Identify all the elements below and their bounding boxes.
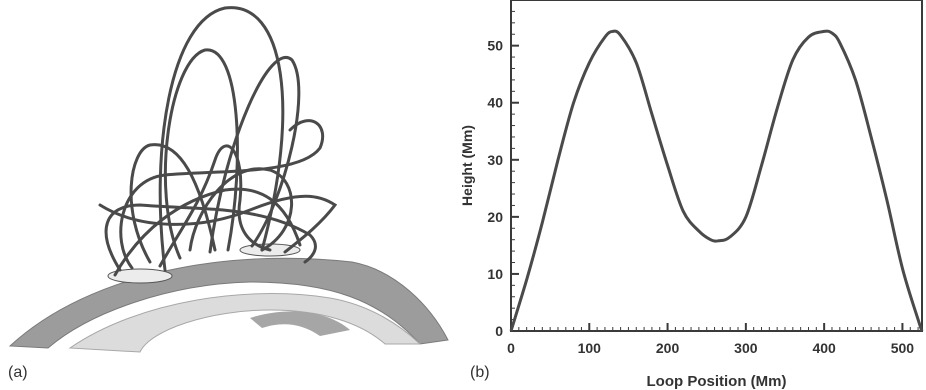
- x-tick-label: 500: [891, 340, 915, 356]
- panel-b-label: (b): [470, 364, 490, 381]
- field-line: [188, 167, 293, 252]
- field-line: [158, 144, 272, 268]
- field-line: [208, 56, 301, 254]
- x-tick-label: 400: [812, 340, 836, 356]
- field-line: [104, 203, 317, 272]
- solar-surface-dark: [8, 257, 449, 349]
- y-tick-label: 30: [487, 152, 503, 168]
- solar-surface-band: [250, 311, 350, 336]
- y-axis: 0 10 20 30 40 50: [487, 0, 519, 339]
- y-tick-label: 10: [487, 266, 503, 282]
- x-axis: 0 100 200 300 400 500: [507, 323, 919, 356]
- field-line: [158, 6, 285, 272]
- x-tick-label: 100: [578, 340, 602, 356]
- y-tick-label: 50: [487, 38, 503, 54]
- y-tick-label: 0: [495, 323, 503, 339]
- field-lines: [98, 6, 338, 277]
- x-tick-label: 0: [507, 340, 515, 356]
- footpoint-left: [107, 268, 173, 284]
- y-axis-label: Height (Mm): [459, 125, 475, 206]
- y-tick-label: 40: [487, 95, 503, 111]
- x-tick-label: 300: [734, 340, 758, 356]
- x-axis-label: Loop Position (Mm): [647, 373, 787, 390]
- height-profile-chart: 0 10 20 30 40 50 0 100 200 300 400 500 Loop Positi…: [459, 0, 924, 390]
- field-line: [113, 187, 302, 277]
- height-curve: [509, 29, 924, 332]
- panel-a-label: (a): [8, 364, 28, 381]
- plot-frame: [510, 0, 923, 332]
- y-tick-label: 20: [487, 209, 503, 225]
- solar-surface-light: [68, 293, 422, 353]
- x-tick-label: 200: [656, 340, 680, 356]
- loop-illustration: [8, 6, 449, 353]
